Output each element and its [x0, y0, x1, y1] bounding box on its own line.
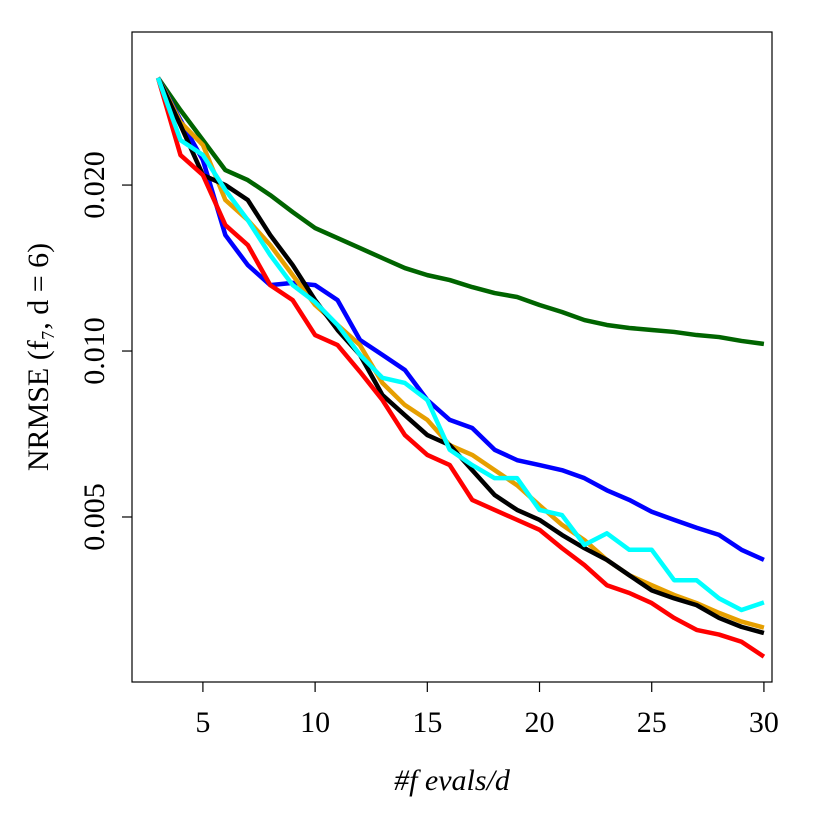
series-line [156, 76, 765, 562]
series-line [155, 77, 765, 613]
x-tick-label: 30 [749, 706, 779, 739]
x-axis-label: #f evals/d [394, 764, 511, 797]
y-tick-label: 0.005 [78, 483, 111, 551]
x-tick-label: 15 [412, 706, 442, 739]
series-line [155, 76, 765, 636]
x-tick-label: 10 [300, 706, 330, 739]
y-tick-label: 0.010 [78, 317, 111, 385]
series-line [156, 76, 765, 630]
series-line [156, 76, 765, 347]
x-tick-label: 20 [525, 706, 555, 739]
x-tick-label: 25 [637, 706, 667, 739]
series-line [155, 77, 766, 659]
y-tick-label: 0.020 [78, 151, 111, 219]
plot-frame [131, 31, 773, 683]
y-axis-label: NRMSE (f₇, d = 6) [22, 243, 55, 471]
x-tick-label: 5 [195, 706, 210, 739]
